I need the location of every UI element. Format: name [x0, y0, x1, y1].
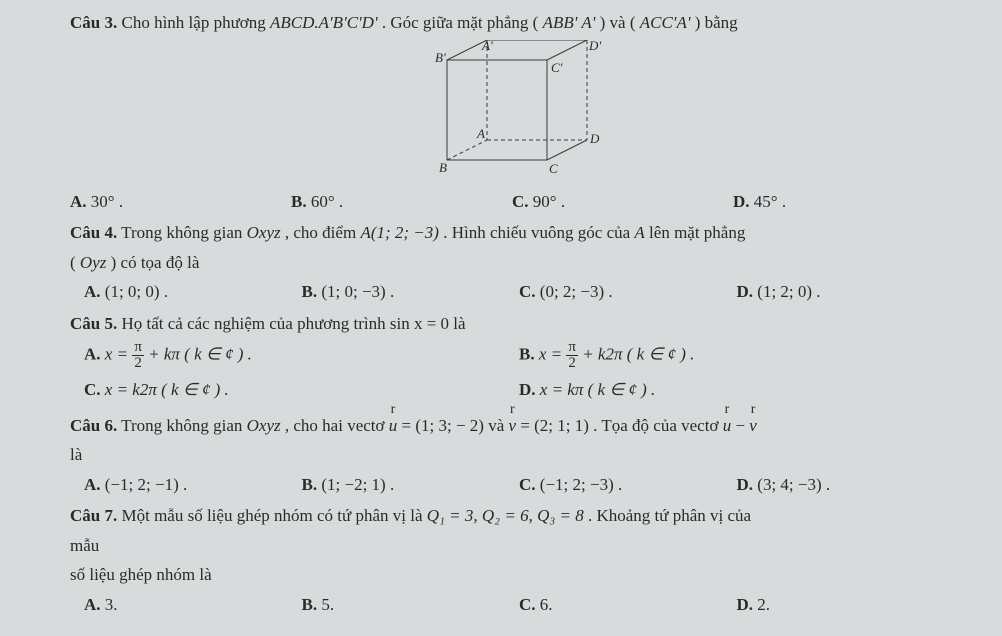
question-5: Câu 5. Họ tất cả các nghiệm của phương t…: [70, 311, 964, 403]
q5-label: Câu 5.: [70, 314, 117, 333]
q4-optB: B. (1; 0; −3) .: [302, 279, 520, 305]
q6-optB: B. (1; −2; 1) .: [302, 472, 520, 498]
q3-stem: Câu 3. Cho hình lập phương ABCD.A'B'C'D'…: [70, 10, 964, 36]
svg-text:C: C: [549, 161, 558, 176]
q7-stem-line1: Câu 7. Một mẫu số liệu ghép nhóm có tứ p…: [70, 503, 964, 529]
q5-optC: C. x = k2π ( k ∈ ¢ ) .: [84, 377, 302, 403]
q5-stem: Câu 5. Họ tất cả các nghiệm của phương t…: [70, 311, 964, 337]
q6-optD: D. (3; 4; −3) .: [737, 472, 955, 498]
q5-options-row2: C. x = k2π ( k ∈ ¢ ) . D. x = kπ ( k ∈ ¢…: [70, 377, 964, 403]
q3-optA: A. 30° .: [70, 189, 291, 215]
svg-text:A: A: [476, 126, 485, 141]
q4-options: A. (1; 0; 0) . B. (1; 0; −3) . C. (0; 2;…: [70, 279, 964, 305]
q7-optC: C. 6.: [519, 592, 737, 618]
question-6: Câu 6. Trong không gian Oxyz , cho hai v…: [70, 413, 964, 498]
q6-options: A. (−1; 2; −1) . B. (1; −2; 1) . C. (−1;…: [70, 472, 964, 498]
q3-label: Câu 3.: [70, 13, 117, 32]
q5-optB: B. x = π2 + k2π ( k ∈ ¢ ) .: [519, 340, 737, 371]
q4-optA: A. (1; 0; 0) .: [84, 279, 302, 305]
q7-optB: B. 5.: [302, 592, 520, 618]
q7-optD: D. 2.: [737, 592, 955, 618]
q6-optC: C. (−1; 2; −3) .: [519, 472, 737, 498]
q3-optB: B. 60° .: [291, 189, 512, 215]
svg-text:D: D: [589, 131, 600, 146]
question-3: Câu 3. Cho hình lập phương ABCD.A'B'C'D'…: [70, 10, 964, 214]
q4-stem-line2: ( Oyz ) có tọa độ là: [70, 250, 964, 276]
question-4: Câu 4. Trong không gian Oxyz , cho điểm …: [70, 220, 964, 305]
q7-options: A. 3. B. 5. C. 6. D. 2.: [70, 592, 964, 618]
q6-stem-line1: Câu 6. Trong không gian Oxyz , cho hai v…: [70, 413, 964, 439]
q4-optC: C. (0; 2; −3) .: [519, 279, 737, 305]
q6-stem-line2: là: [70, 442, 964, 468]
svg-text:A': A': [481, 40, 493, 53]
q7-label: Câu 7.: [70, 506, 117, 525]
q5-optD: D. x = kπ ( k ∈ ¢ ) .: [519, 377, 737, 403]
svg-text:B': B': [435, 50, 446, 65]
q7-optA: A. 3.: [84, 592, 302, 618]
q7-stem-line3: số liệu ghép nhóm là: [70, 562, 964, 588]
q5-optA: A. x = π2 + kπ ( k ∈ ¢ ) .: [84, 340, 302, 371]
q4-label: Câu 4.: [70, 223, 117, 242]
q4-stem-line1: Câu 4. Trong không gian Oxyz , cho điểm …: [70, 220, 964, 246]
cube-figure: A' D' B' C' A D B C: [70, 40, 964, 185]
question-7: Câu 7. Một mẫu số liệu ghép nhóm có tứ p…: [70, 503, 964, 617]
q5-options-row1: A. x = π2 + kπ ( k ∈ ¢ ) . B. x = π2 + k…: [70, 340, 964, 371]
q4-optD: D. (1; 2; 0) .: [737, 279, 955, 305]
svg-text:D': D': [588, 40, 601, 53]
q3-optC: C. 90° .: [512, 189, 733, 215]
svg-text:C': C': [551, 60, 563, 75]
q6-label: Câu 6.: [70, 416, 117, 435]
q6-optA: A. (−1; 2; −1) .: [84, 472, 302, 498]
q3-options: A. 30° . B. 60° . C. 90° . D. 45° .: [70, 189, 964, 215]
cube-svg: A' D' B' C' A D B C: [417, 40, 617, 185]
q3-optD: D. 45° .: [733, 189, 954, 215]
svg-text:B: B: [439, 160, 447, 175]
q7-stem-line2: mẫu: [70, 533, 964, 559]
